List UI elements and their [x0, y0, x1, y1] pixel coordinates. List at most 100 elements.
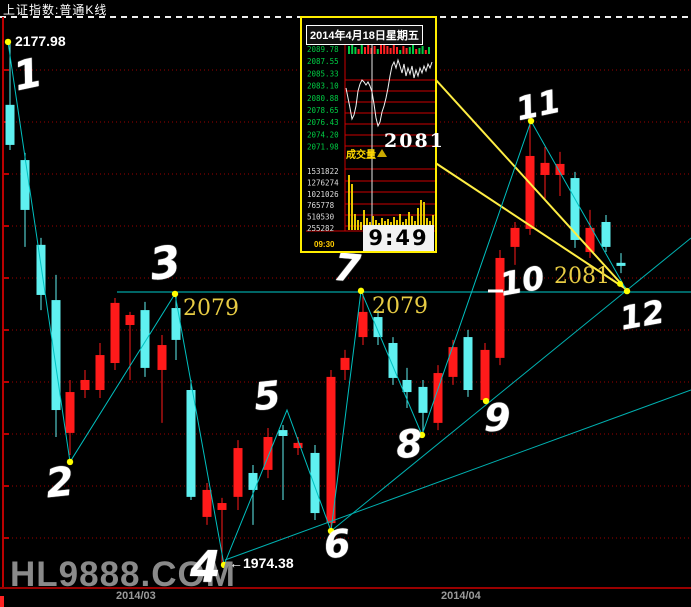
inset-tick-bar — [399, 50, 402, 54]
inset-tick-bar — [380, 45, 382, 54]
inset-volume-triangle-icon — [377, 149, 387, 157]
candle-body — [540, 162, 550, 175]
inset-tick-bar — [415, 49, 418, 54]
swing-dot-3 — [171, 290, 179, 298]
inset-volume-bar — [420, 200, 422, 230]
candle-body — [5, 104, 15, 145]
inset-volume-bar — [357, 220, 359, 230]
inset-clock: 9:49 — [363, 225, 434, 251]
inset-price-axis-label: 2087.55 — [307, 57, 339, 66]
swing-dot-2 — [66, 458, 74, 466]
yellow-line-upper — [435, 79, 627, 290]
candle-body — [463, 337, 473, 390]
swing-dot-extra — [617, 280, 623, 287]
inset-price-axis-label: 2085.33 — [307, 69, 339, 78]
inset-tick-bar — [405, 48, 408, 54]
candle-body — [373, 317, 383, 338]
inset-volume-bar — [351, 184, 353, 230]
inset-volume-bar — [417, 208, 419, 230]
candle-body — [20, 160, 30, 210]
inset-tick-bar — [418, 48, 421, 54]
candle-body — [125, 314, 135, 326]
inset-open-time-label: 09:30 — [314, 240, 335, 249]
inset-tick-bar — [376, 49, 379, 54]
candle-body — [202, 489, 212, 517]
inset-tick-bar — [364, 47, 366, 54]
inset-volume-label: 成交量 — [346, 150, 376, 161]
candle-body — [601, 221, 611, 247]
candle-body — [233, 448, 243, 497]
candle-body — [418, 386, 428, 413]
chart-title: 上证指数:普通K线 — [3, 3, 108, 17]
inset-volume-bar — [360, 222, 362, 230]
inset-tick-bar — [412, 45, 414, 54]
swing-dot-11 — [527, 117, 535, 125]
wave-number-6: 6 — [322, 520, 353, 568]
inset-tick-bar — [354, 47, 357, 54]
wave-number-5: 5 — [251, 372, 283, 420]
inset-tick-bar — [408, 47, 411, 54]
inset-volume-bar — [381, 218, 383, 230]
inset-price-axis-label: 2076.43 — [307, 118, 339, 127]
inset-tick-bar — [367, 45, 370, 54]
candle-body — [326, 376, 336, 524]
inset-current-price: 2081 — [384, 130, 445, 152]
inset-volume-bar — [432, 215, 434, 230]
level-2079-left: 2079 — [183, 296, 239, 321]
intraday-inset-panel: 2089.78 2087.55 2085.33 2083.10 2080.88 2078.… — [300, 16, 443, 253]
candle-body — [510, 227, 520, 247]
inset-tick-bar — [383, 43, 386, 54]
inset-volume-axis-label: 1531822 — [307, 167, 339, 176]
support-line-6-12 — [330, 237, 691, 532]
candle-body — [186, 389, 196, 497]
wave-number-3: 3 — [146, 236, 185, 291]
wave-number-12: 12 — [617, 292, 668, 338]
inset-tick-bar — [348, 46, 350, 54]
candle-body — [278, 430, 288, 436]
inset-volume-axis-label: 765778 — [307, 201, 335, 210]
swing-dot-1 — [4, 38, 12, 46]
candle-body — [171, 308, 181, 340]
x-axis-label-march: 2014/03 — [116, 590, 156, 602]
axis-corner-mark — [0, 596, 4, 607]
candle-body — [110, 302, 120, 364]
inset-price-axis-label: 2083.10 — [307, 82, 339, 91]
swing-dot-4 — [220, 561, 228, 569]
support-line-4 — [224, 389, 691, 561]
candle-body — [157, 345, 167, 370]
candle-body — [140, 310, 150, 368]
inset-volume-bar — [393, 217, 395, 230]
candle-body — [36, 244, 46, 295]
level-2081: 2081 — [554, 264, 610, 289]
inset-price-axis-label: 2080.88 — [307, 94, 339, 103]
inset-volume-axis-label: 1276274 — [307, 178, 339, 187]
inset-volume-bar — [354, 214, 356, 230]
candle-body — [388, 342, 398, 378]
candle-body — [448, 347, 458, 377]
swing-dot-12 — [623, 287, 631, 295]
inset-volume-bar — [363, 210, 365, 230]
high-price-label: 2177.98 — [15, 33, 66, 49]
inset-volume-bar — [411, 216, 413, 230]
inset-date-title: 2014年4月18日星期五 — [306, 25, 423, 45]
candle-body — [65, 392, 75, 433]
inset-price-axis-label: 2074.20 — [307, 130, 339, 139]
candle-body — [80, 379, 90, 390]
inset-volume-bar — [366, 218, 368, 230]
inset-tick-bar — [370, 48, 373, 54]
candle-body — [433, 373, 443, 423]
x-axis-label-april: 2014/04 — [441, 590, 481, 602]
swing-dot-7 — [357, 287, 365, 295]
inset-tick-bar — [392, 45, 395, 54]
candle-body — [555, 163, 565, 175]
swing-dot-8 — [418, 431, 426, 439]
inset-tick-bar — [386, 46, 389, 54]
inset-price-axis-label: 2089.78 — [307, 45, 339, 54]
candle-body — [263, 437, 273, 470]
candle-body — [293, 442, 303, 449]
wave-number-8: 8 — [394, 420, 425, 468]
inset-tick-bar — [357, 49, 360, 54]
